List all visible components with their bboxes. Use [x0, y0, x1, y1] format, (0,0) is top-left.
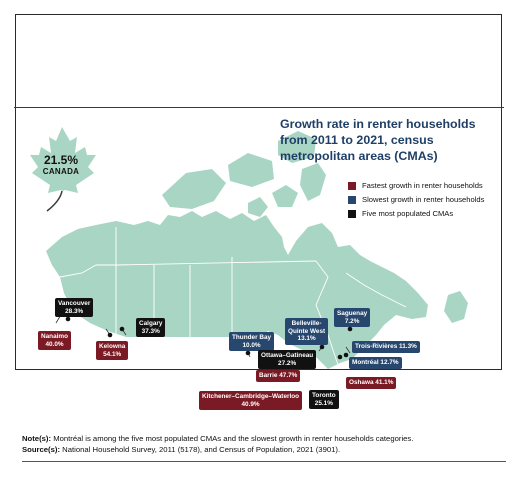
legend-swatch-populated: [348, 209, 356, 218]
arctic-island: [248, 197, 268, 217]
arctic-island: [162, 169, 226, 209]
arctic-island: [272, 185, 298, 207]
legend-item-populated: Five most populated CMAs: [348, 207, 484, 220]
location-dots: [59, 310, 353, 360]
legend-label: Slowest growth in renter households: [362, 195, 485, 204]
legend-item-fastest: Fastest growth in renter households: [348, 179, 484, 192]
canada-stat: 21.5% CANADA: [38, 153, 84, 176]
bottom-rule: [22, 461, 506, 462]
cma-label-calgary: Calgary 37.3%: [136, 318, 166, 337]
cma-label-barrie: Barrie 47.7%: [256, 370, 301, 382]
note-line: Note(s): Montréal is among the five most…: [22, 434, 414, 443]
map-frame: [15, 14, 502, 370]
canada-map: [30, 127, 468, 369]
maple-leaf-stem: [46, 190, 63, 212]
cma-label-vancouver: Vancouver 28.3%: [55, 298, 94, 317]
canada-name: CANADA: [42, 167, 80, 176]
map-title: Growth rate in renter households from 20…: [280, 117, 476, 163]
canada-value: 21.5%: [43, 153, 79, 167]
legend-swatch-slowest: [348, 195, 356, 204]
cma-label-oshawa: Oshawa 41.1%: [346, 377, 397, 389]
legend-label: Fastest growth in renter households: [362, 181, 483, 190]
cma-label-belleville: Belleville- Quinte West 13.1%: [285, 318, 329, 345]
arctic-island: [228, 153, 274, 187]
cma-label-montreal: Montréal 12.7%: [349, 357, 402, 369]
source-line: Source(s): National Household Survey, 20…: [22, 445, 341, 454]
cma-label-kitchener: Kitchener–Cambridge–Waterloo 40.9%: [199, 391, 303, 410]
arctic-island: [300, 163, 326, 201]
arctic-island: [278, 131, 316, 163]
cma-label-nanaimo: Nanaimo 40.0%: [38, 331, 71, 350]
cma-label-saguenay: Saguenay 7.2%: [334, 308, 371, 327]
cma-label-trois-rivieres: Trois-Rivières 11.3%: [352, 341, 420, 353]
legend-swatch-fastest: [348, 181, 356, 190]
legend: Fastest growth in renter households Slow…: [348, 179, 484, 221]
newfoundland: [444, 291, 468, 323]
cma-label-ottawa-gatineau: Ottawa–Gatineau 27.2%: [258, 350, 317, 369]
cma-label-toronto: Toronto 25.1%: [309, 390, 339, 409]
divider-line: [14, 107, 504, 108]
cma-label-thunder-bay: Thunder Bay 10.0%: [229, 332, 275, 351]
cma-label-kelowna: Kelowna 54.1%: [96, 341, 129, 360]
legend-item-slowest: Slowest growth in renter households: [348, 193, 484, 206]
legend-label: Five most populated CMAs: [362, 209, 454, 218]
province-borders: [59, 227, 407, 366]
notes: Note(s): Montréal is among the five most…: [22, 433, 512, 455]
maple-leaf-icon: [30, 127, 96, 193]
